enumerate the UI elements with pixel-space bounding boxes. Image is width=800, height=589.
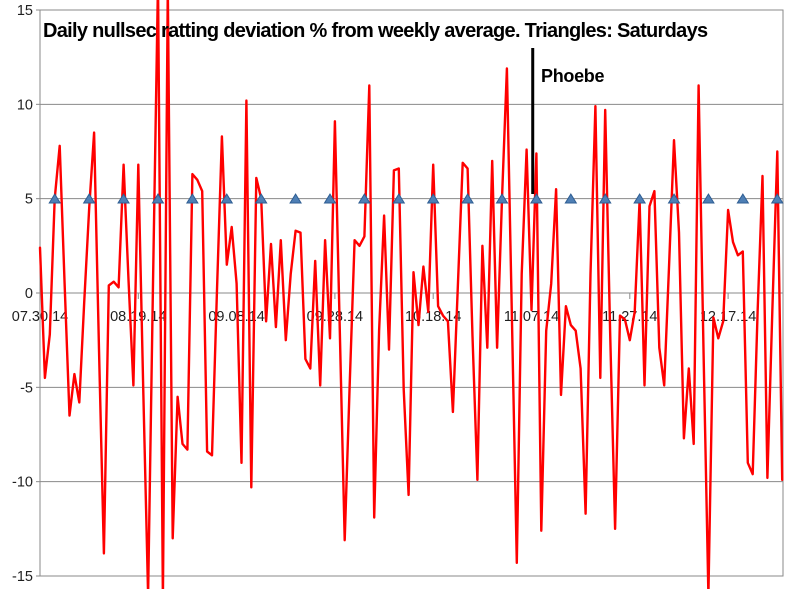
x-axis-label-12.17.14: 12.17.14	[700, 309, 756, 325]
saturday-triangle-marker	[254, 193, 268, 204]
x-axis-label-07.30.14: 07.30.14	[12, 309, 68, 325]
saturday-triangle-marker	[598, 193, 612, 204]
saturday-triangle-marker	[770, 193, 784, 204]
saturday-triangle-marker	[185, 193, 199, 204]
deviation-line-series	[38, 0, 784, 589]
y-axis-label-15: 15	[17, 3, 33, 19]
saturday-triangle-marker	[151, 193, 165, 204]
saturday-triangle-marker	[82, 193, 96, 204]
saturday-triangle-marker	[495, 193, 509, 204]
saturday-markers	[48, 193, 784, 204]
y-axis-labels: 15 10 5 0 -5 -10 -15	[12, 3, 33, 585]
saturday-triangle-marker	[323, 193, 337, 204]
y-axis-label-5: 5	[25, 192, 33, 208]
x-axis-label-09.28.14: 09.28.14	[307, 309, 363, 325]
saturday-triangle-marker	[48, 193, 62, 204]
saturday-triangle-marker	[667, 193, 681, 204]
saturday-triangle-marker	[426, 193, 440, 204]
y-axis-label--5: -5	[20, 380, 33, 396]
y-axis-label-0: 0	[25, 286, 33, 302]
y-axis-label--15: -15	[12, 569, 33, 585]
saturday-triangle-marker	[736, 193, 750, 204]
x-axis-ticks	[39, 293, 729, 299]
saturday-triangle-marker	[530, 193, 543, 204]
saturday-triangle-marker	[461, 193, 475, 204]
x-axis-label-08.19.14: 08.19.14	[110, 309, 166, 325]
saturday-triangle-marker	[564, 193, 578, 204]
x-axis-labels: 07.30.14 08.19.14 09.08.14 09.28.14 10.18.14…	[12, 309, 757, 325]
saturday-triangle-marker	[220, 193, 234, 204]
saturday-triangle-marker	[357, 193, 371, 204]
y-axis-label-10: 10	[17, 97, 33, 113]
y-axis-ticks	[36, 9, 40, 577]
saturday-triangle-marker	[702, 193, 715, 204]
phoebe-annotation-label: Phoebe	[541, 66, 605, 86]
chart-title: Daily nullsec ratting deviation % from w…	[43, 20, 708, 42]
saturday-triangle-marker	[117, 193, 130, 204]
saturday-triangle-marker	[633, 193, 647, 204]
saturday-triangle-marker	[289, 193, 302, 204]
x-axis-label-11.07.14: 11.07.14	[504, 309, 559, 325]
saturday-triangle-marker	[392, 193, 406, 204]
y-axis-label--10: -10	[12, 475, 33, 491]
